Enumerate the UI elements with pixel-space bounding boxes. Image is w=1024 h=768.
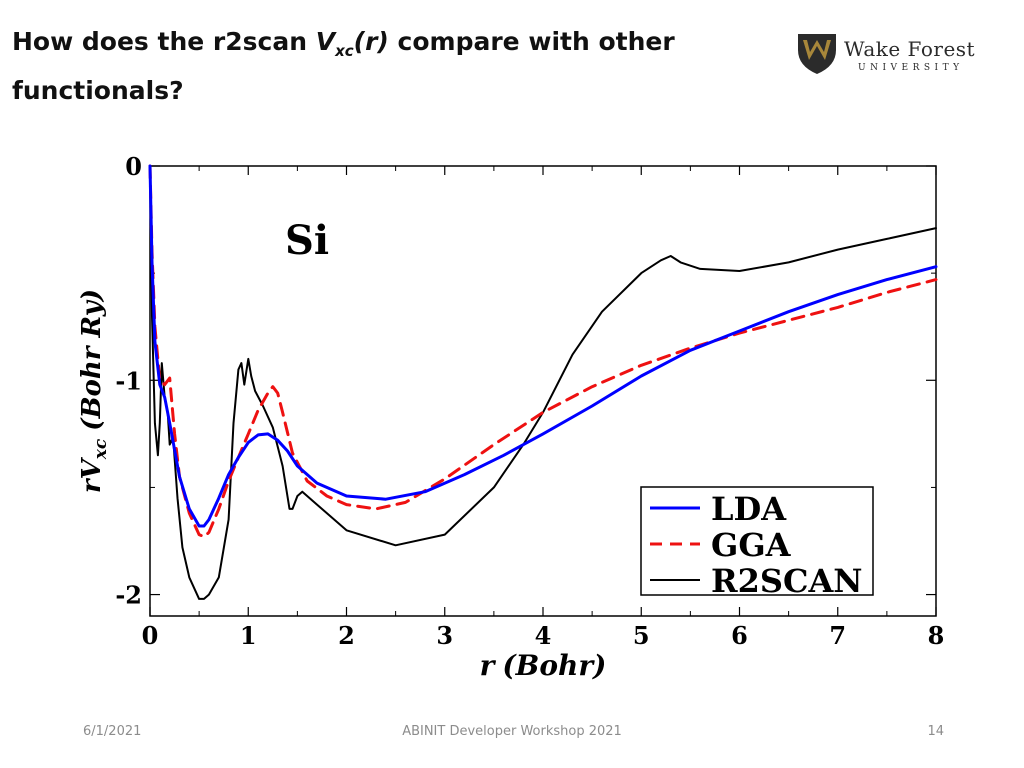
- x-tick-label: 4: [535, 621, 552, 650]
- y-axis-pre: rV: [77, 456, 107, 493]
- series-line-gga: [148, 164, 938, 539]
- title-var: V: [315, 27, 336, 56]
- x-tick-label: 7: [829, 621, 846, 650]
- series-line-lda: [148, 164, 938, 528]
- legend-label-lda: LDA: [711, 490, 787, 528]
- series-line-r2scan: [149, 165, 937, 600]
- y-tick-label: 0: [125, 152, 142, 181]
- x-tick-label: 2: [338, 621, 355, 650]
- y-axis-label: rVxc (Bohr Ry): [77, 289, 111, 493]
- y-tick-label: -2: [115, 581, 142, 610]
- title-sub: xc: [335, 42, 354, 60]
- axis-ticks: 0 1 2 3 4 5 6 7 8 0 -1 -2: [115, 152, 944, 650]
- title-arg: (r): [353, 27, 389, 56]
- footer-event: ABINIT Developer Workshop 2021: [402, 724, 622, 739]
- x-axis-unit: (Bohr): [502, 649, 606, 682]
- x-axis-var: r: [480, 649, 497, 682]
- slide-title: How does the r2scan Vxc(r) compare with …: [12, 22, 712, 111]
- x-axis-label: r (Bohr): [480, 649, 607, 682]
- title-prefix: How does the r2scan: [12, 27, 316, 56]
- title-suffix: compare with other functionals?: [12, 27, 675, 105]
- y-axis-sub: xc: [91, 438, 111, 460]
- x-tick-label: 1: [240, 621, 257, 650]
- legend-box: [640, 486, 874, 596]
- legend-label-r2scan: R2SCAN: [711, 562, 863, 600]
- footer-page-number: 14: [927, 724, 944, 739]
- x-tick-label: 8: [928, 621, 945, 650]
- annotation-si: Si: [285, 217, 329, 264]
- logo-wordmark: Wake Forest: [844, 37, 975, 61]
- y-axis-unit: (Bohr Ry): [77, 289, 107, 431]
- title-formula: Vxc(r): [315, 27, 389, 60]
- x-tick-label: 3: [436, 621, 453, 650]
- shield-icon: [798, 34, 836, 74]
- legend-label-gga: GGA: [711, 526, 792, 564]
- series-group: [148, 164, 938, 600]
- x-tick-label: 0: [142, 621, 159, 650]
- y-tick-label: -1: [115, 366, 142, 395]
- footer-date: 6/1/2021: [83, 724, 142, 739]
- x-tick-label: 6: [731, 621, 748, 650]
- logo-subtitle: UNIVERSITY: [858, 63, 964, 73]
- wake-forest-logo: Wake Forest UNIVERSITY: [798, 34, 975, 74]
- x-tick-label: 5: [633, 621, 650, 650]
